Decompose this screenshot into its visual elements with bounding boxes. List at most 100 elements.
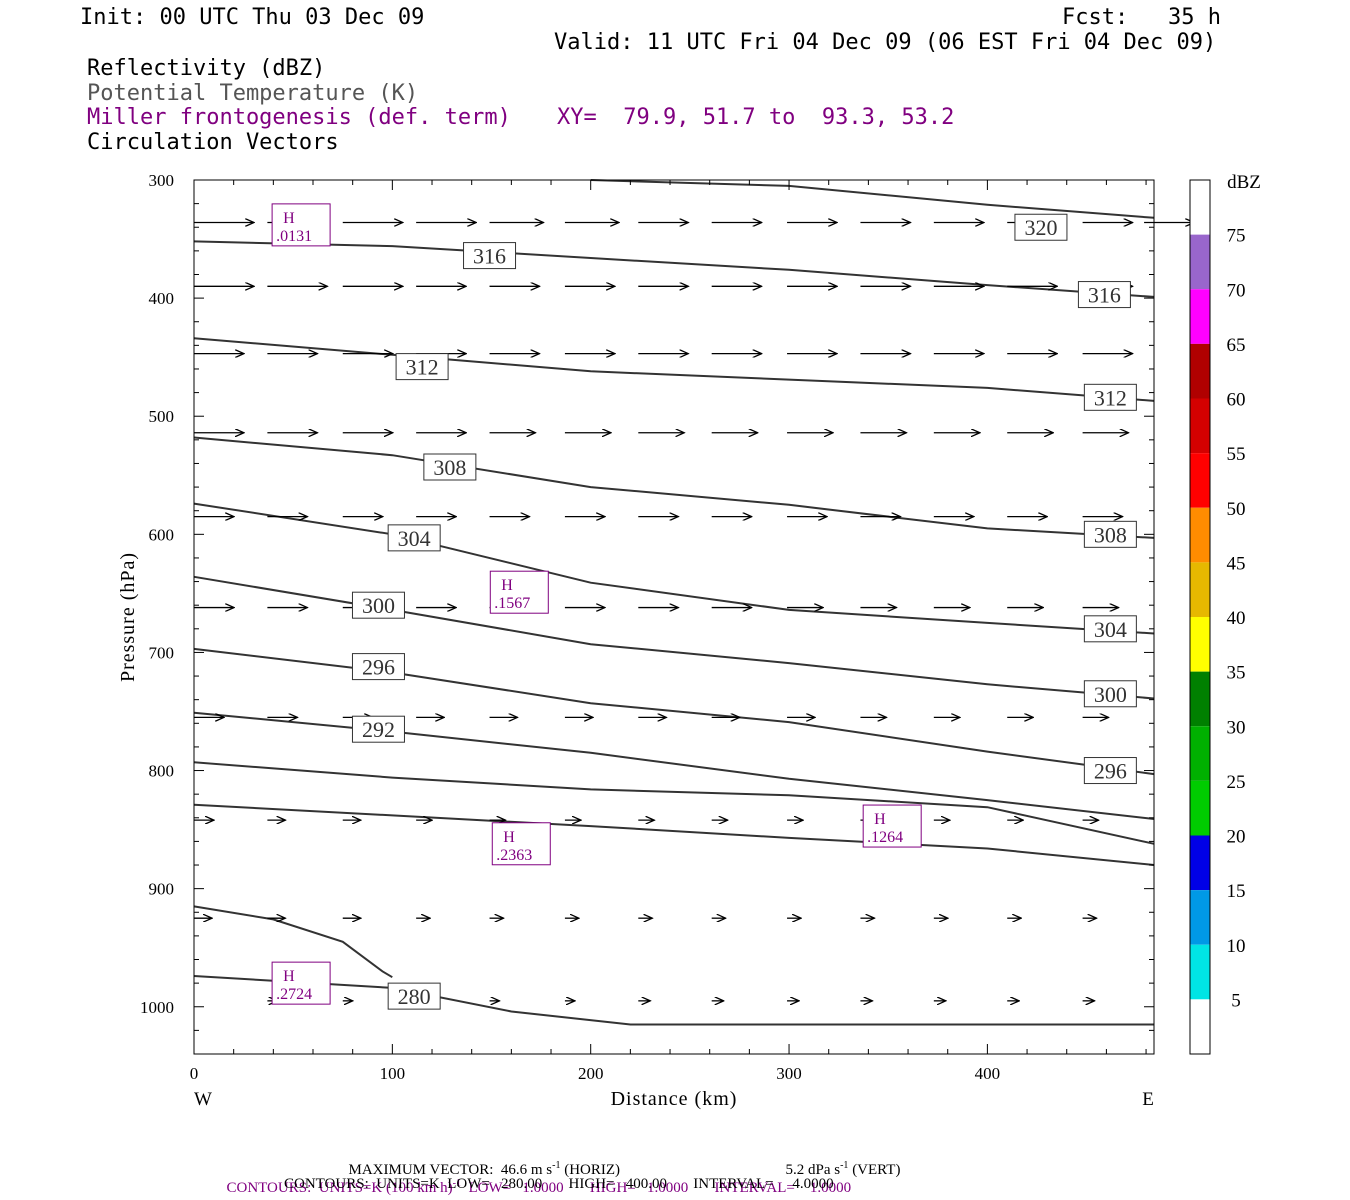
theta-label-308-0: 308 <box>433 455 466 480</box>
y-axis-label: Pressure (hPa) <box>117 552 139 682</box>
theta-label-box-280-0 <box>387 982 441 1010</box>
colorbar-level-label: 5 <box>1231 990 1241 1011</box>
x-tick-label: 200 <box>578 1064 604 1083</box>
theta-label-box-308-1 <box>1083 520 1137 548</box>
colorbar-level-label: 10 <box>1227 936 1246 957</box>
y-tick-label: 500 <box>149 407 175 426</box>
theta-contour-312 <box>193 337 1155 402</box>
theta-label-box-308-0 <box>423 453 477 481</box>
x-tick-label: 300 <box>776 1064 802 1083</box>
colorbar-level-label: 40 <box>1227 608 1246 629</box>
valid-time: Valid: 11 UTC Fri 04 Dec 09 (06 EST Fri … <box>554 30 1217 55</box>
x-axis-east-label: E <box>1142 1089 1154 1110</box>
theta-contour-unlabeled-9 <box>193 803 1155 866</box>
max-vector-vert: 5.2 dPa s <box>785 1162 841 1178</box>
theta-label-box-320-0 <box>1014 213 1068 241</box>
theta-contour-unlabeled-10 <box>193 905 393 979</box>
field-reflectivity: Reflectivity (dBZ) <box>87 56 326 81</box>
field-circulation-vectors: Circulation Vectors <box>87 130 339 155</box>
y-tick-label: 900 <box>149 880 175 899</box>
cross-section-chart: 3203163163123123083083043043003002962962… <box>117 171 1261 1110</box>
colorbar-segment <box>1190 726 1210 781</box>
colorbar-segment <box>1190 289 1210 344</box>
theta-label-box-316-0 <box>463 242 517 270</box>
colorbar-level-label: 25 <box>1227 772 1246 793</box>
max-vector-horiz-unit: -1 <box>552 1160 561 1171</box>
frontogenesis-high-value: .2724 <box>276 986 312 1003</box>
frontogenesis-high-value: .1567 <box>494 595 530 612</box>
colorbar-level-label: 35 <box>1227 663 1246 684</box>
theta-label-300-1: 300 <box>1094 682 1127 707</box>
theta-contour-296 <box>193 647 1155 776</box>
footer-theta-contours: CONTOURS: UNITS=K LOW= 280.00 HIGH= 400.… <box>284 1176 834 1192</box>
theta-contour-320 <box>590 179 1155 219</box>
frontogenesis-high-value: .0131 <box>276 228 312 245</box>
colorbar-level-label: 70 <box>1227 280 1246 301</box>
frontogenesis-high-box <box>491 822 551 866</box>
colorbar: 5 10 15 20 25 30 35 40 45 50 55 60 65 70 75 <box>1189 179 1246 1055</box>
theta-label-312-0: 312 <box>406 355 439 380</box>
theta-label-300-0: 300 <box>362 593 395 618</box>
colorbar-segment <box>1190 398 1210 454</box>
frontogenesis-high-marker: H <box>283 968 295 985</box>
theta-label-308-1: 308 <box>1094 522 1127 547</box>
theta-label-box-296-1 <box>1083 757 1137 785</box>
colorbar-segment <box>1190 944 1210 1000</box>
plot-frame <box>193 179 1155 1055</box>
colorbar-segment <box>1190 343 1210 399</box>
footer-frontogenesis-contours: CONTOURS: UNITS=K (100 km h)-1 LOW= 1.00… <box>219 1158 852 1197</box>
colorbar-segment <box>1190 780 1210 836</box>
colorbar-segment <box>1190 617 1210 672</box>
colorbar-segment <box>1190 453 1210 508</box>
theta-label-box-312-0 <box>395 353 449 381</box>
theta-label-316-1: 316 <box>1088 283 1121 308</box>
cross-section-endpoints: XY= 79.9, 51.7 to 93.3, 53.2 <box>557 105 955 130</box>
frontogenesis-high-box <box>271 961 331 1005</box>
y-tick-label: 600 <box>149 525 175 544</box>
colorbar-level-label: 60 <box>1227 390 1246 411</box>
theta-contour-316 <box>193 240 1155 298</box>
colorbar-segment <box>1190 507 1210 563</box>
frontogenesis-high-value: .1264 <box>867 829 903 846</box>
theta-label-304-1: 304 <box>1094 617 1127 642</box>
colorbar-segment <box>1190 999 1210 1054</box>
colorbar-segment <box>1190 562 1210 617</box>
theta-label-280-0: 280 <box>398 984 431 1009</box>
frontogenesis-high-marker: H <box>503 829 515 846</box>
theta-label-box-304-1 <box>1083 615 1137 643</box>
x-axis-west-label: W <box>194 1089 212 1110</box>
x-tick-label: 0 <box>190 1064 199 1083</box>
frontogenesis-contours-units: CONTOURS: UNITS=K (100 km h) <box>226 1180 453 1196</box>
frontogenesis-contours-unit-exponent: -1 <box>452 1178 461 1189</box>
colorbar-unit-label: dBZ <box>1227 172 1261 193</box>
y-tick-label: 800 <box>149 762 175 781</box>
frontogenesis-high-box <box>862 804 922 848</box>
y-tick-label: 700 <box>149 643 175 662</box>
y-tick-label: 400 <box>149 289 175 308</box>
colorbar-level-label: 65 <box>1227 335 1246 356</box>
y-tick-label: 300 <box>149 171 175 190</box>
theta-label-box-292-0 <box>351 715 405 743</box>
theta-label-box-312-1 <box>1083 383 1137 411</box>
frontogenesis-high-marker: H <box>501 577 513 594</box>
max-vector-vert-unit: -1 <box>840 1160 849 1171</box>
init-time: Init: 00 UTC Thu 03 Dec 09 <box>80 5 425 30</box>
colorbar-level-label: 30 <box>1227 717 1246 738</box>
max-vector-vert-label: (VERT) <box>848 1162 901 1178</box>
colorbar-segment <box>1190 835 1210 891</box>
theta-label-box-316-1 <box>1077 281 1131 309</box>
theta-contour-unlabeled-8 <box>193 761 1155 845</box>
field-frontogenesis: Miller frontogenesis (def. term) <box>87 105 511 130</box>
colorbar-level-label: 45 <box>1227 553 1246 574</box>
max-vector-horiz-label: (HORIZ) <box>560 1162 621 1178</box>
theta-label-box-300-1 <box>1083 680 1137 708</box>
x-tick-label: 100 <box>380 1064 406 1083</box>
frontogenesis-high-box <box>489 570 549 614</box>
colorbar-segment <box>1190 180 1210 235</box>
colorbar-segment <box>1190 890 1210 945</box>
theta-label-320-0: 320 <box>1024 215 1057 240</box>
colorbar-segment <box>1190 234 1210 290</box>
footer-max-vector: MAXIMUM VECTOR: 46.6 m s-1 (HORIZ) <box>341 1140 621 1179</box>
frontogenesis-high-marker: H <box>874 811 886 828</box>
theta-label-box-300-0 <box>351 591 405 619</box>
